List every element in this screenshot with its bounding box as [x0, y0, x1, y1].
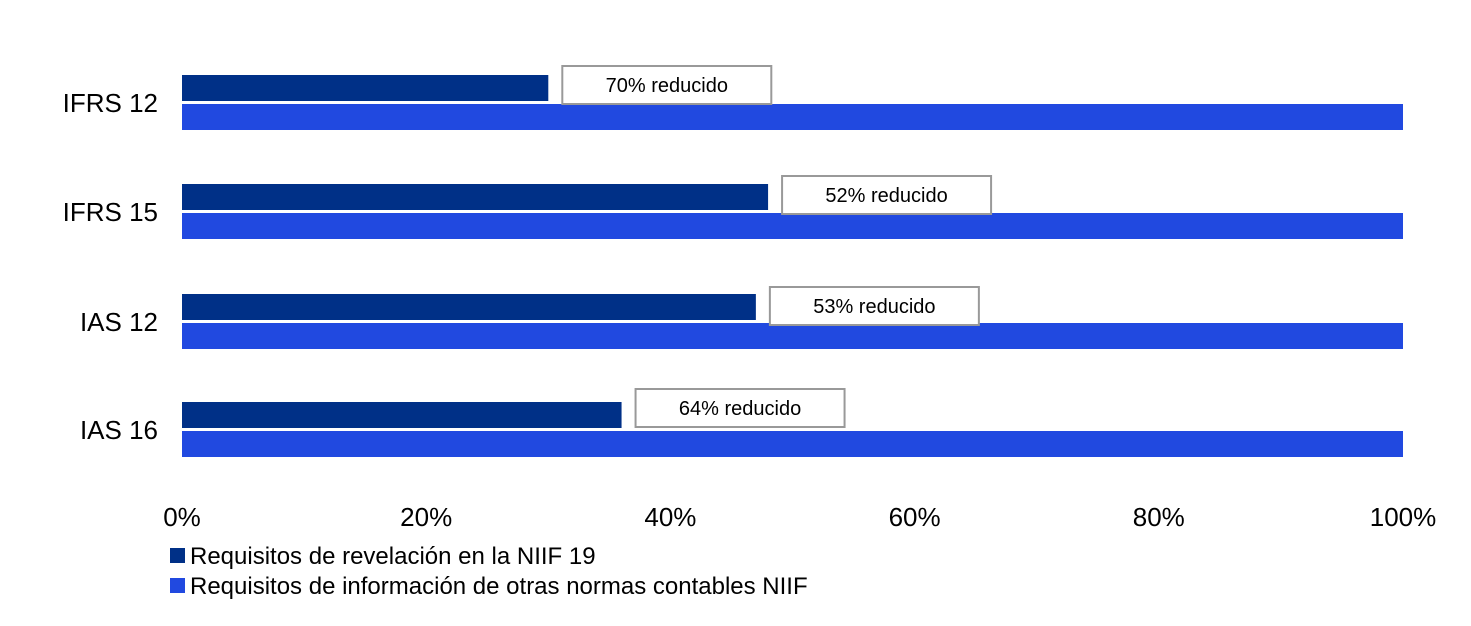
x-tick-label: 60% [889, 502, 941, 532]
legend-swatch [170, 578, 185, 593]
annotation-box [781, 175, 993, 215]
x-tick-label: 100% [1370, 502, 1437, 532]
x-tick-label: 20% [400, 502, 452, 532]
annotation-label: 70% reducido [606, 75, 728, 97]
bar-niif19 [182, 402, 622, 428]
legend-swatch [170, 548, 185, 563]
bar-niif19 [182, 184, 769, 210]
category-label: IAS 16 [80, 415, 158, 445]
bar-other-standards [182, 323, 1403, 349]
x-tick-label: 40% [644, 502, 696, 532]
bar-niif19 [182, 294, 756, 320]
category-label: IAS 12 [80, 307, 158, 337]
category-label: IFRS 15 [63, 197, 158, 227]
annotation-box [768, 286, 980, 326]
x-tick-label: 0% [163, 502, 201, 532]
category-label: IFRS 12 [63, 88, 158, 118]
annotation-label: 64% reducido [679, 398, 801, 420]
bar-niif19 [182, 75, 549, 101]
legend-label: Requisitos de revelación en la NIIF 19 [190, 543, 596, 570]
annotation-label: 52% reducido [825, 185, 947, 207]
x-tick-label: 80% [1133, 502, 1185, 532]
bar-other-standards [182, 104, 1403, 130]
annotation-box [561, 65, 773, 105]
annotation-box [634, 388, 846, 428]
annotation-label: 53% reducido [813, 296, 935, 318]
legend-label: Requisitos de información de otras norma… [190, 573, 808, 600]
bar-other-standards [182, 213, 1403, 239]
bar-other-standards [182, 431, 1403, 457]
